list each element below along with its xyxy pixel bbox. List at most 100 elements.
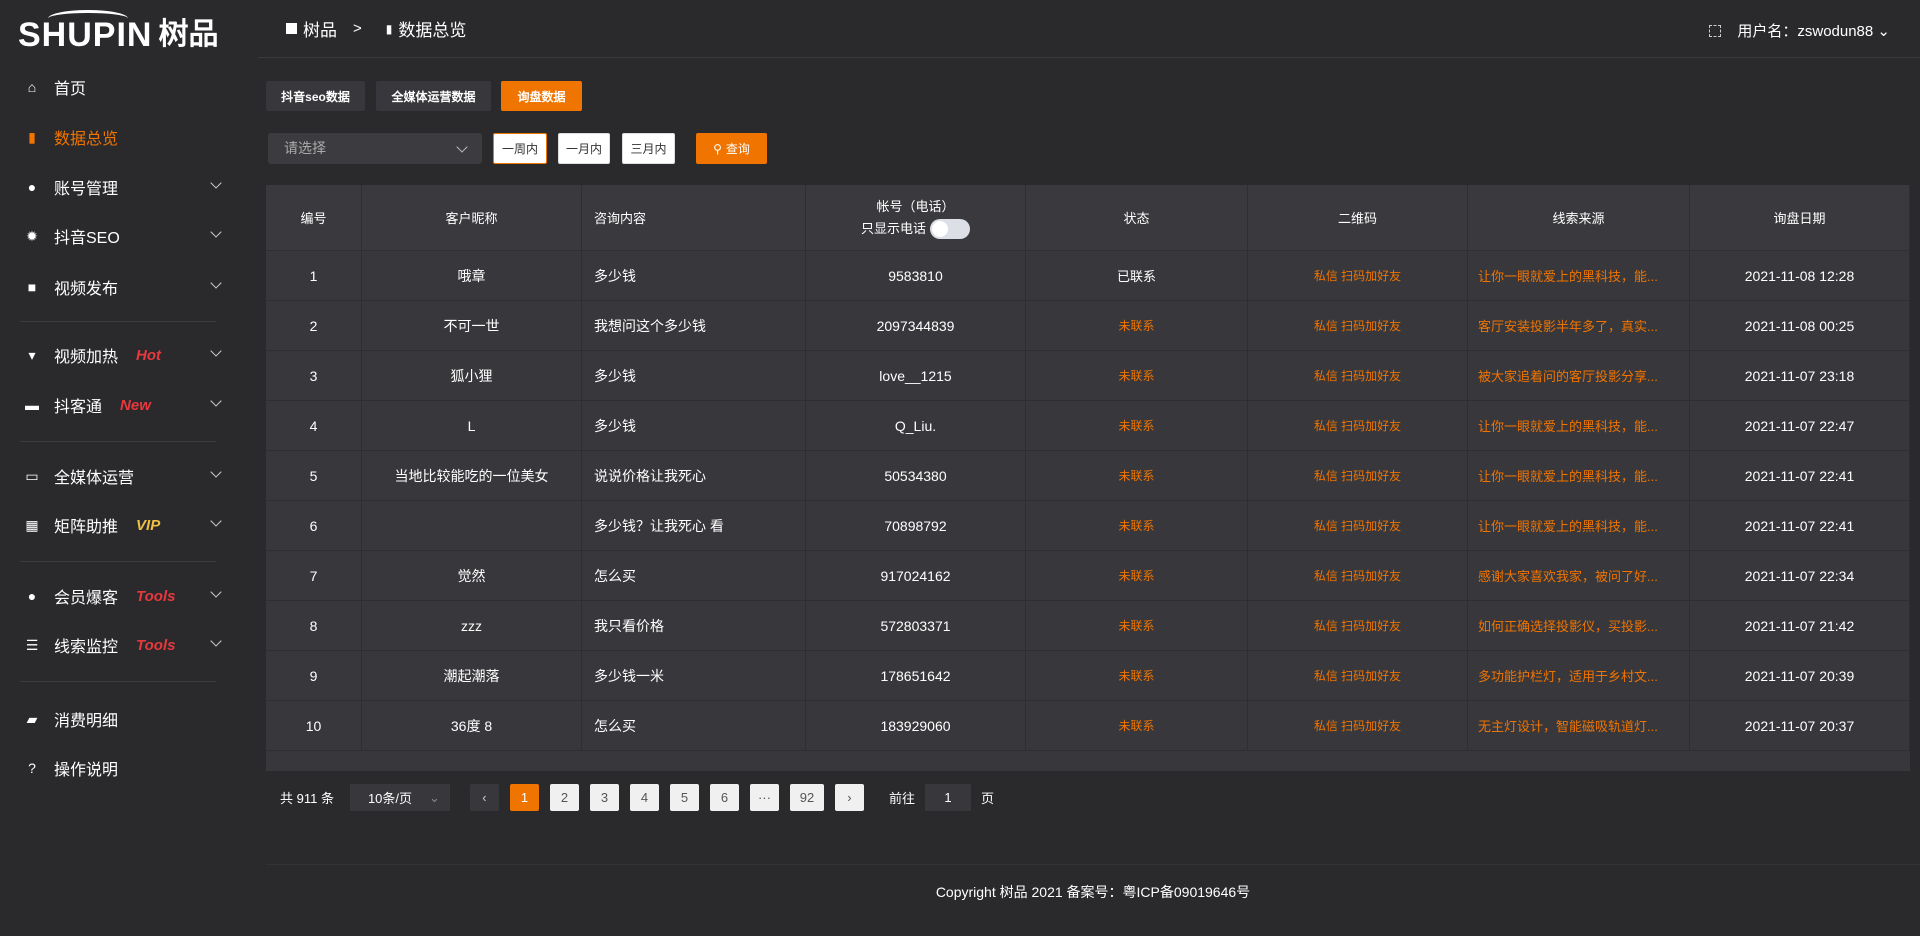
phone-only-toggle[interactable]: [930, 219, 970, 240]
chevron-down-icon: [210, 466, 222, 478]
page-button[interactable]: 5: [669, 784, 699, 811]
qr-actions[interactable]: 私信 扫码加好友: [1248, 701, 1468, 750]
page-button[interactable]: 1: [509, 784, 539, 811]
qr-actions[interactable]: 私信 扫码加好友: [1248, 651, 1468, 700]
table-row: 1 哦章 多少钱 9583810 已联系 私信 扫码加好友 让你一眼就爱上的黑科技，能...…: [266, 251, 1910, 301]
fullscreen-icon[interactable]: [1709, 24, 1722, 37]
goto-page-input[interactable]: 1: [924, 784, 971, 811]
sidebar-badge: VIP: [136, 516, 161, 534]
column-header-label: 状态: [1123, 211, 1150, 226]
status: 未联系: [1026, 601, 1248, 650]
lead-source[interactable]: 如何正确选择投影仪，买投影...: [1468, 601, 1690, 650]
logo[interactable]: SHUPIN 树品: [18, 10, 219, 52]
lead-source[interactable]: 被大家追着问的客厅投影分享...: [1468, 351, 1690, 400]
logo-text-cn: 树品: [158, 18, 219, 51]
lead-source[interactable]: 客厅安装投影半年多了，真实...: [1468, 301, 1690, 350]
chevron-down-icon: [210, 226, 222, 238]
inquiry-date: 2021-11-07 21:42: [1690, 601, 1910, 650]
qr-actions[interactable]: 私信 扫码加好友: [1248, 551, 1468, 600]
user-menu[interactable]: 用户名：zswodun88 ⌄: [1737, 20, 1890, 41]
row-number: 1: [266, 251, 362, 300]
lead-source[interactable]: 让你一眼就爱上的黑科技，能...: [1468, 501, 1690, 550]
page-button[interactable]: 4: [629, 784, 659, 811]
chevron-down-icon: [210, 177, 222, 189]
range-week-button[interactable]: 一周内: [493, 133, 547, 164]
sidebar-item-label: 矩阵助推: [54, 519, 119, 536]
range-month-button[interactable]: 一月内: [558, 133, 610, 164]
sidebar-item-9[interactable]: ● 会员爆客 Tools: [0, 576, 258, 616]
range-3month-button[interactable]: 三月内: [622, 133, 675, 164]
source-select[interactable]: 请选择: [268, 133, 482, 164]
sidebar-divider: [20, 561, 216, 562]
qr-actions[interactable]: 私信 扫码加好友: [1248, 351, 1468, 400]
search-icon: ⚲: [713, 141, 722, 156]
column-header-label: 帐号（电话）: [876, 198, 955, 214]
column-header: 线索来源: [1468, 185, 1690, 250]
more-pages-button[interactable]: ···: [749, 784, 779, 811]
sidebar-item-5[interactable]: ▾ 视频加热 Hot: [0, 335, 258, 375]
tab-douyin-seo-data[interactable]: 抖音seo数据: [266, 81, 365, 111]
sidebar-item-label: 全媒体运营: [54, 470, 135, 487]
status: 未联系: [1026, 401, 1248, 450]
lead-source[interactable]: 让你一眼就爱上的黑科技，能...: [1468, 251, 1690, 300]
chevron-down-icon: [456, 141, 468, 153]
column-header: 客户昵称: [362, 185, 582, 250]
lead-source[interactable]: 无主灯设计，智能磁吸轨道灯...: [1468, 701, 1690, 750]
breadcrumb: 树品 > ▮ 数据总览: [286, 16, 466, 41]
sidebar-item-10[interactable]: ☰ 线索监控 Tools: [0, 625, 258, 665]
breadcrumb-home[interactable]: 树品: [303, 21, 337, 40]
sidebar-badge: Hot: [136, 346, 162, 364]
sidebar-item-7[interactable]: ▭ 全媒体运营: [0, 456, 258, 496]
lead-source[interactable]: 让你一眼就爱上的黑科技，能...: [1468, 401, 1690, 450]
sidebar-item-label: 线索监控: [54, 639, 119, 656]
lead-source[interactable]: 让你一眼就爱上的黑科技，能...: [1468, 451, 1690, 500]
inquiry-content: 多少钱？让我死心 看: [582, 501, 806, 550]
sidebar-item-0[interactable]: ⌂ 首页: [0, 67, 258, 107]
lead-source[interactable]: 多功能护栏灯，适用于乡村文...: [1468, 651, 1690, 700]
lead-source[interactable]: 感谢大家喜欢我家，被问了好...: [1468, 551, 1690, 600]
total-count: 共 911 条: [280, 791, 334, 806]
inquiry-content: 怎么买: [582, 551, 806, 600]
footer-copyright: Copyright 树品 2021 备案号：粤ICP备09019646号: [935, 884, 1251, 900]
page-button[interactable]: 3: [589, 784, 619, 811]
sidebar-item-2[interactable]: ● 账号管理: [0, 167, 258, 207]
row-number: 6: [266, 501, 362, 550]
customer-nickname: 不可一世: [362, 301, 582, 350]
qr-actions[interactable]: 私信 扫码加好友: [1248, 501, 1468, 550]
row-number: 8: [266, 601, 362, 650]
table-row: 8 zzz 我只看价格 572803371 未联系 私信 扫码加好友 如何正确选择投影仪，买…: [266, 601, 1910, 651]
sidebar-item-4[interactable]: ■ 视频发布: [0, 267, 258, 307]
sidebar-item-11[interactable]: ▰ 消费明细: [0, 699, 258, 739]
tab-inquiry-data[interactable]: 询盘数据: [501, 81, 582, 111]
page-button[interactable]: 6: [709, 784, 739, 811]
page-button[interactable]: 92: [789, 784, 824, 811]
qr-actions[interactable]: 私信 扫码加好友: [1248, 251, 1468, 300]
sidebar-item-8[interactable]: ▦ 矩阵助推 VIP: [0, 505, 258, 545]
account-phone: 70898792: [806, 501, 1026, 550]
query-button[interactable]: ⚲ 查询: [696, 133, 767, 164]
sidebar-item-6[interactable]: ▬ 抖客通 New: [0, 385, 258, 425]
inquiry-content: 多少钱一米: [582, 651, 806, 700]
column-header: 咨询内容: [582, 185, 806, 250]
prev-page-button[interactable]: ‹: [469, 784, 499, 811]
inquiry-date: 2021-11-08 12:28: [1690, 251, 1910, 300]
qr-actions[interactable]: 私信 扫码加好友: [1248, 401, 1468, 450]
tab-all-media-data[interactable]: 全媒体运营数据: [376, 81, 491, 111]
inquiry-date: 2021-11-07 22:47: [1690, 401, 1910, 450]
sidebar-item-3[interactable]: ✹ 抖音SEO: [0, 216, 258, 256]
next-page-button[interactable]: ›: [834, 784, 864, 811]
sidebar-badge: New: [120, 396, 151, 414]
sidebar-item-label: 视频发布: [54, 281, 119, 298]
page-size-select[interactable]: 10条/页 ⌄: [349, 784, 450, 811]
column-header-label: 询盘日期: [1773, 211, 1826, 226]
sidebar-item-1[interactable]: ▮ 数据总览: [0, 117, 258, 157]
page-button[interactable]: 2: [549, 784, 579, 811]
customer-nickname: 36度 8: [362, 701, 582, 750]
qr-actions[interactable]: 私信 扫码加好友: [1248, 301, 1468, 350]
sidebar-item-label: 抖音SEO: [54, 230, 120, 247]
qr-actions[interactable]: 私信 扫码加好友: [1248, 601, 1468, 650]
monitor-icon: ▭: [25, 467, 39, 484]
sidebar-item-12[interactable]: ? 操作说明: [0, 748, 258, 788]
sidebar-divider: [20, 441, 216, 442]
qr-actions[interactable]: 私信 扫码加好友: [1248, 451, 1468, 500]
